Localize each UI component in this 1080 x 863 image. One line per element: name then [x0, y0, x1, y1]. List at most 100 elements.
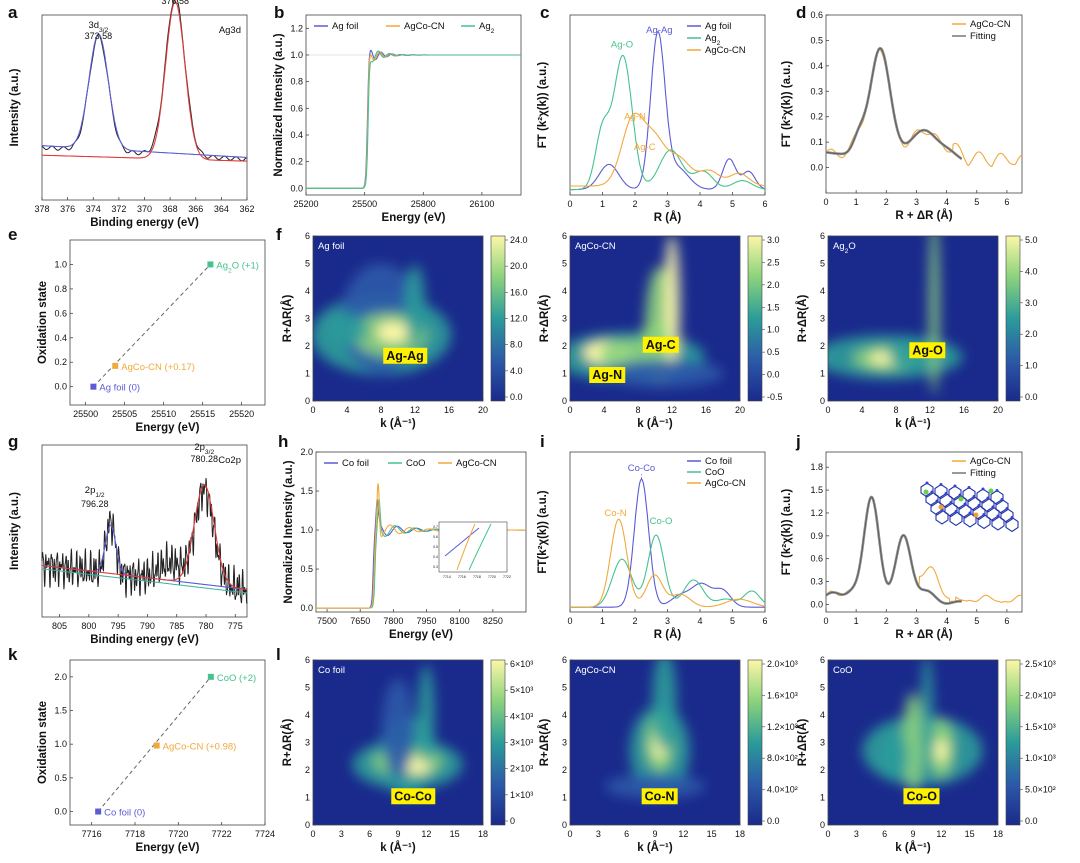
- x-tick-label: 18: [478, 829, 488, 839]
- legend-entry: Fitting: [970, 468, 996, 479]
- x-tick-label: 805: [52, 621, 67, 631]
- colorbar: [490, 235, 506, 402]
- inset-x-tick: 7720: [488, 575, 496, 579]
- x-tick-label: 25515: [190, 409, 215, 419]
- x-tick-label: 26100: [469, 199, 494, 209]
- colorbar-label: 4×10³: [510, 711, 533, 721]
- x-tick-label: 795: [111, 621, 126, 631]
- y-tick-label: 0.6: [810, 554, 823, 564]
- chart-a: 378 376 374 372 370 368 366 364 362 Binding energ…: [9, 0, 255, 229]
- y-tick-label: 0.0: [810, 599, 823, 609]
- x-tick-label: 6: [624, 829, 629, 839]
- heatmap-blob: [664, 236, 680, 375]
- peak-value: 376.58: [161, 0, 189, 6]
- annotation-co-co: Co-Co: [628, 463, 655, 474]
- x-tick-label: 8250: [483, 616, 503, 626]
- x-tick-label: 12: [421, 829, 431, 839]
- y-tick-label: 1: [305, 793, 310, 803]
- heatmap-blob: [382, 678, 414, 779]
- y-tick-label: 4: [562, 710, 567, 720]
- bond-tag: Ag-Ag: [386, 349, 424, 363]
- heatmap-image: [570, 236, 740, 401]
- bond-tag-bg: [642, 336, 679, 353]
- colorbar-label: 2.5: [767, 257, 780, 267]
- y-tick-label: 6: [820, 231, 825, 241]
- y-tick-label: 6: [305, 231, 310, 241]
- plot-frame: [312, 235, 484, 402]
- bond-tag-bg: [589, 367, 626, 383]
- bond-tag: Ag-O: [912, 343, 943, 357]
- annotation-co-n: Co-N: [604, 508, 626, 519]
- atom: [996, 514, 1000, 518]
- x-axis-label: k (Å⁻¹): [380, 417, 416, 430]
- x-tick-label: 25800: [411, 199, 436, 209]
- x-tick-label: 378: [34, 204, 49, 214]
- legend-entry: Ag foil: [705, 21, 731, 32]
- y-axis-label: R+ΔR(Å): [281, 719, 294, 767]
- point-label: Ag2O (+1): [216, 260, 259, 274]
- x-tick-label: 15: [707, 829, 717, 839]
- series-fit-red-line: [42, 1, 247, 162]
- y-axis-label: R+ΔR(Å): [796, 295, 809, 343]
- y-tick-label: 5: [820, 259, 825, 269]
- atom: [968, 511, 972, 515]
- x-tick-label: 20: [735, 405, 745, 415]
- colorbar-label: 5.0: [1025, 235, 1038, 245]
- colorbar-label: 24.0: [510, 235, 528, 245]
- x-tick-label: 6: [882, 829, 887, 839]
- data-point: [95, 808, 102, 815]
- x-tick-label: 12: [678, 829, 688, 839]
- y-tick-label: 0.4: [54, 333, 67, 343]
- x-tick-label: 6: [1004, 197, 1009, 207]
- x-tick-label: 8100: [450, 616, 470, 626]
- atom-green: [923, 489, 929, 495]
- x-tick-label: 7650: [350, 616, 370, 626]
- colorbar-label: 0.5: [767, 347, 780, 357]
- y-tick-label: 1.2: [810, 508, 823, 518]
- atom-orange: [938, 504, 944, 510]
- colorbar-label: 1×10³: [510, 790, 533, 800]
- y-tick-label: 4: [820, 286, 825, 296]
- heatmap-blob: [652, 660, 677, 752]
- x-tick-label: 4: [697, 616, 702, 626]
- x-tick-label: 25510: [151, 409, 176, 419]
- x-tick-label: 12: [925, 405, 935, 415]
- y-tick-label: 3: [820, 738, 825, 748]
- panel-label: j: [795, 432, 801, 451]
- atom: [986, 496, 990, 500]
- series-Fitting-core: [825, 496, 962, 604]
- y-tick-label: 0.4: [290, 130, 303, 140]
- inset-x-tick: 7714: [443, 575, 451, 579]
- heatmap-blobs: [352, 665, 463, 797]
- y-tick-label: 0.5: [810, 35, 823, 45]
- colorbar-label: 6×10³: [510, 659, 533, 669]
- y-tick-label: 0.0: [54, 382, 67, 392]
- y-tick-label: 1: [820, 369, 825, 379]
- colorbar: [747, 235, 763, 402]
- colorbar-label: 5.0×10²: [1025, 785, 1056, 795]
- atom: [963, 502, 967, 506]
- atom: [939, 483, 943, 486]
- y-tick-label: 6: [820, 655, 825, 665]
- x-tick-label: 8: [635, 405, 640, 415]
- x-tick-label: 12: [936, 829, 946, 839]
- y-tick-label: 0.6: [54, 308, 67, 318]
- y-tick-label: 4: [820, 710, 825, 720]
- chart-b: 25200 25500 25800 26100 0.0 0.2 0.4 0.6 0.8 1.0 1.…: [273, 14, 522, 224]
- panel-label: g: [8, 432, 18, 451]
- chart-d: 0 1 2 3 4 5 6 0.0 0.1 0.2 0.3 0.4 0.5 0.6 R + ΔR (Å) FT…: [781, 10, 1023, 222]
- y-tick-label: 1: [820, 793, 825, 803]
- y-tick-label: 0.0: [54, 807, 67, 817]
- x-axis-label: k (Å⁻¹): [895, 841, 931, 854]
- heatmap-image: [828, 660, 998, 825]
- atom: [949, 501, 953, 504]
- x-tick-label: 3: [854, 829, 859, 839]
- y-tick-label: 3: [305, 738, 310, 748]
- y-tick-label: 4: [305, 286, 310, 296]
- legend-entry: AgCo-CN: [456, 458, 497, 469]
- x-tick-label: 0: [567, 829, 572, 839]
- point-label: AgCo-CN (+0.98): [163, 742, 237, 753]
- plot-frame: [569, 235, 741, 402]
